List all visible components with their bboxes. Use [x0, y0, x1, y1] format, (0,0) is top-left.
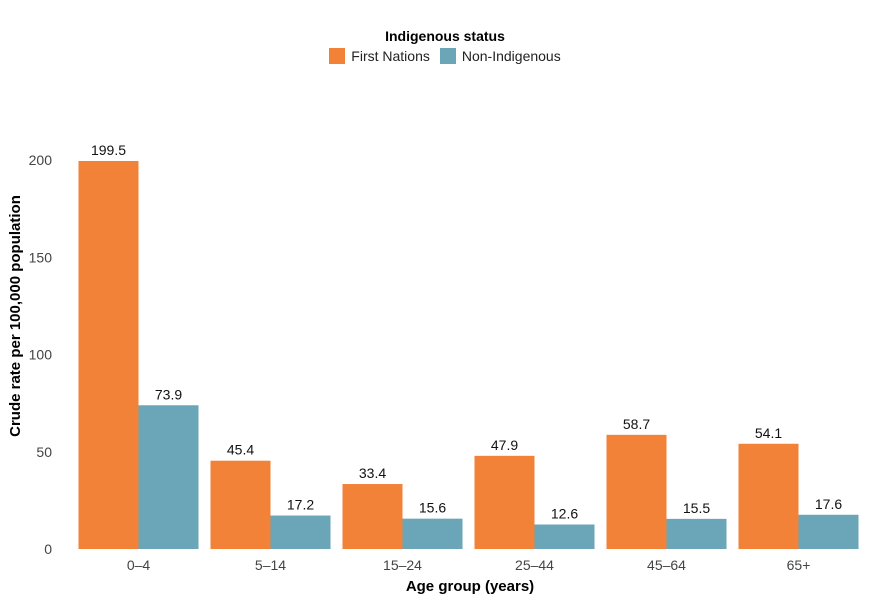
- legend-item-non-indigenous: Non-Indigenous: [439, 48, 561, 64]
- data-label: 15.5: [683, 500, 710, 516]
- bar-non-indigenous: [270, 515, 331, 549]
- bar-non-indigenous: [138, 405, 199, 549]
- y-tick-label: 200: [29, 152, 53, 168]
- x-tick-label: 45–64: [647, 557, 686, 573]
- legend: Indigenous status First Nations Non-Indi…: [0, 28, 890, 69]
- bar-non-indigenous: [798, 514, 859, 549]
- legend-items: First Nations Non-Indigenous: [329, 48, 561, 64]
- bar-non-indigenous: [402, 518, 463, 549]
- legend-label-non-indigenous: Non-Indigenous: [461, 48, 561, 64]
- y-tick-label: 150: [29, 249, 53, 265]
- bar-non-indigenous: [534, 524, 595, 549]
- y-tick-label: 0: [44, 541, 52, 557]
- bar-first-nations: [210, 460, 271, 549]
- data-label: 54.1: [755, 425, 782, 441]
- data-label: 58.7: [623, 416, 650, 432]
- bar-first-nations: [78, 160, 139, 549]
- x-tick-label: 0–4: [127, 557, 151, 573]
- bar-first-nations: [606, 434, 667, 549]
- legend-title: Indigenous status: [385, 28, 505, 44]
- legend-label-first-nations: First Nations: [351, 48, 430, 64]
- bar-first-nations: [738, 443, 799, 549]
- legend-swatch-non-indigenous: [439, 48, 456, 64]
- x-tick-label: 15–24: [383, 557, 422, 573]
- y-axis-title: Crude rate per 100,000 population: [7, 195, 24, 437]
- legend-item-first-nations: First Nations: [329, 48, 430, 64]
- bar-non-indigenous: [666, 518, 727, 549]
- data-label: 45.4: [227, 442, 254, 458]
- x-tick-label: 25–44: [515, 557, 554, 573]
- data-label: 73.9: [155, 386, 182, 402]
- data-label: 17.6: [815, 496, 842, 512]
- x-tick-label: 65+: [787, 557, 811, 573]
- data-label: 17.2: [287, 497, 314, 513]
- bar-first-nations: [342, 484, 403, 549]
- data-label: 15.6: [419, 500, 446, 516]
- y-tick-label: 100: [29, 347, 53, 363]
- bar-first-nations: [474, 455, 535, 549]
- x-tick-label: 5–14: [255, 557, 286, 573]
- data-label: 12.6: [551, 505, 578, 521]
- legend-swatch-first-nations: [329, 48, 346, 64]
- data-label: 33.4: [359, 465, 386, 481]
- data-label: 47.9: [491, 437, 518, 453]
- data-label: 199.5: [91, 142, 126, 158]
- y-tick-label: 50: [36, 444, 52, 460]
- x-axis-title: Age group (years): [406, 578, 534, 595]
